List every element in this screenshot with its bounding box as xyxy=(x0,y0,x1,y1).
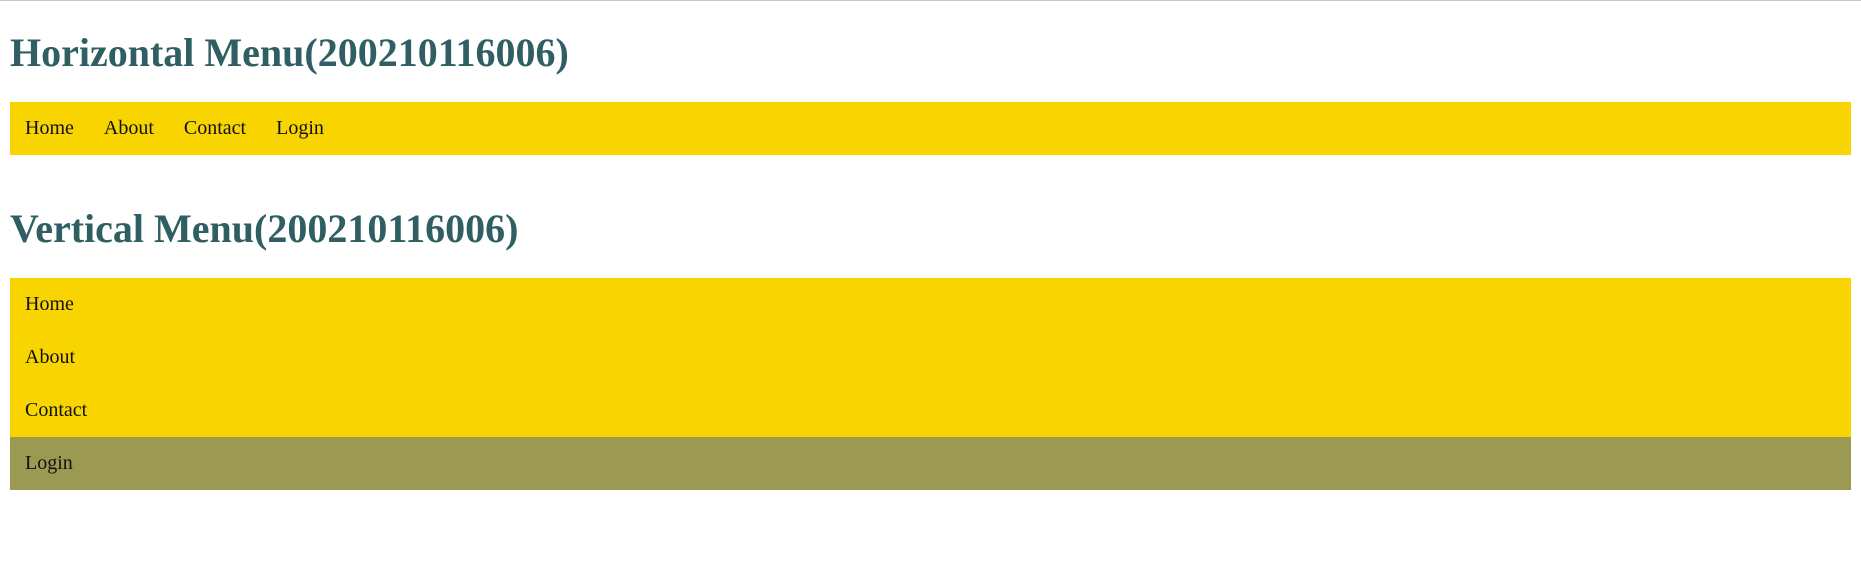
horizontal-menu-item-login[interactable]: Login xyxy=(276,117,324,139)
vertical-menu: Home About Contact Login xyxy=(10,278,1851,490)
horizontal-menu-item-about[interactable]: About xyxy=(103,117,154,139)
horizontal-menu-title: Horizontal Menu(200210116006) xyxy=(10,30,569,75)
vertical-menu-item-home[interactable]: Home xyxy=(25,293,74,315)
vertical-menu-item-contact[interactable]: Contact xyxy=(25,399,88,421)
horizontal-menu-item-home[interactable]: Home xyxy=(25,117,74,139)
horizontal-menu: Home About Contact Login xyxy=(10,102,1851,155)
vertical-menu-item-login[interactable]: Login xyxy=(10,437,1851,490)
vertical-menu-item-about[interactable]: About xyxy=(25,346,75,368)
vertical-menu-title: Vertical Menu(200210116006) xyxy=(10,206,519,251)
horizontal-menu-item-contact[interactable]: Contact xyxy=(183,117,247,139)
top-border xyxy=(0,0,1861,1)
